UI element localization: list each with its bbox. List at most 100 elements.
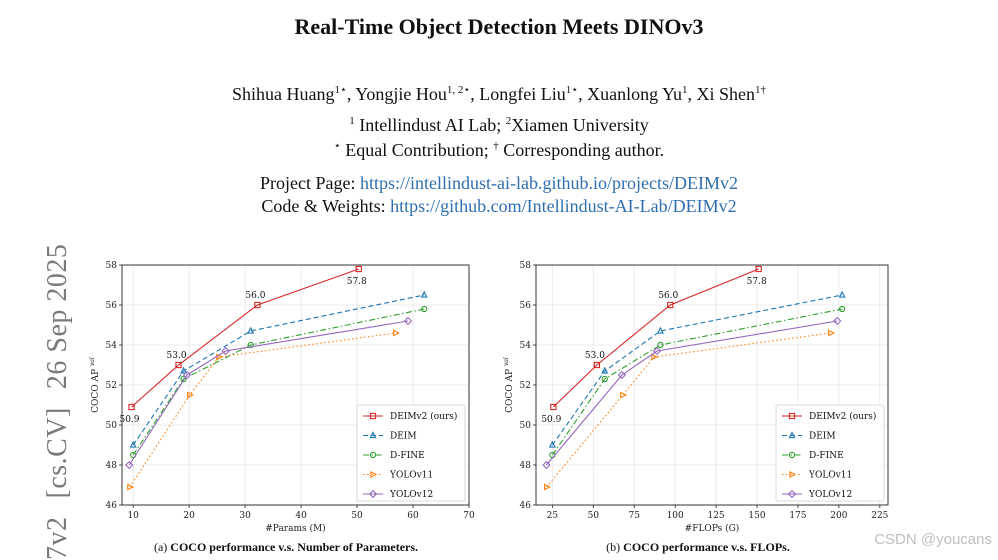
y-axis-label-text: COCO AP xyxy=(505,366,515,413)
affil-text: Xiamen University xyxy=(511,115,649,135)
legend-marker xyxy=(788,412,796,420)
data-point xyxy=(548,440,556,448)
data-label: 57.8 xyxy=(747,277,767,287)
y-tick-label: 46 xyxy=(106,501,118,511)
code-label: Code & Weights: xyxy=(261,196,391,216)
data-point xyxy=(393,329,401,337)
data-point xyxy=(601,366,609,374)
x-tick-label: 10 xyxy=(127,511,139,521)
data-point xyxy=(601,375,608,383)
x-tick-label: 70 xyxy=(463,511,475,521)
legend-entry: DEIMv2 (ours) xyxy=(809,411,876,422)
x-axis-label: #FLOPs (G) xyxy=(685,523,740,534)
affil-sup: 2 xyxy=(505,115,512,127)
author-sup: 1† xyxy=(755,84,766,96)
data-label: 53.0 xyxy=(585,351,605,361)
arxiv-category: [cs.CV] xyxy=(42,407,73,499)
legend-marker xyxy=(370,471,378,478)
author-sup: 1, 2⋆ xyxy=(446,84,471,96)
legend-marker xyxy=(787,489,797,499)
series-line xyxy=(551,308,843,456)
series-line xyxy=(131,268,359,408)
affiliations: 1 Intellindust AI Lab; 2Xiamen Universit… xyxy=(0,115,998,136)
data-label: 50.9 xyxy=(119,415,139,425)
data-point xyxy=(828,329,836,337)
data-point xyxy=(125,460,134,470)
arxiv-stamp: 7v2 [cs.CV] 26 Sep 2025 xyxy=(42,226,74,560)
data-point xyxy=(247,326,255,334)
project-label: Project Page: xyxy=(260,173,360,193)
data-label: 50.9 xyxy=(541,415,561,425)
data-point xyxy=(355,265,362,273)
y-axis-label-sup: val xyxy=(503,357,510,366)
y-tick-label: 48 xyxy=(520,461,532,471)
author-name: Xuanlong Yu xyxy=(587,84,682,104)
data-point xyxy=(182,370,192,380)
y-tick-label: 50 xyxy=(520,421,532,431)
project-page-link[interactable]: https://intellindust-ai-lab.github.io/pr… xyxy=(360,173,738,193)
legend-entry: DEIMv2 (ours) xyxy=(390,411,457,422)
y-tick-label: 52 xyxy=(520,381,531,391)
data-point xyxy=(175,361,182,369)
series-line xyxy=(552,268,759,408)
x-tick-label: 125 xyxy=(707,511,724,521)
data-point xyxy=(839,305,846,313)
legend-box xyxy=(775,404,885,502)
data-point xyxy=(550,403,557,411)
x-tick-label: 175 xyxy=(789,511,806,521)
arxiv-id: 7v2 xyxy=(42,516,73,560)
legend-entry: YOLOv12 xyxy=(808,490,852,500)
author-name: Longfei Liu xyxy=(479,84,566,104)
y-tick-label: 56 xyxy=(520,301,532,311)
legend-entry: D-FINE xyxy=(390,451,425,461)
data-point xyxy=(617,370,627,380)
x-tick-label: 200 xyxy=(830,511,847,521)
note-text: Corresponding author. xyxy=(498,140,665,160)
figure-caption-a: (a) COCO performance v.s. Number of Para… xyxy=(96,540,476,555)
params-chart: 10 20 30 40 50 60 70 46 48 50 52 54 56 58 #Params (M) C… xyxy=(89,261,475,534)
data-point xyxy=(651,353,659,361)
author-name: Yongjie Hou xyxy=(355,84,447,104)
author-sup: 1 xyxy=(682,84,688,96)
code-link[interactable]: https://github.com/Intellindust-AI-Lab/D… xyxy=(390,196,737,216)
data-point xyxy=(221,346,230,356)
legend-marker xyxy=(788,431,796,439)
x-tick-label: 30 xyxy=(239,511,251,521)
x-tick-label: 50 xyxy=(588,511,600,521)
data-point xyxy=(187,391,195,399)
legend-entry: DEIM xyxy=(809,432,836,442)
legend-entry: DEIM xyxy=(390,432,417,442)
author-name: Shihua Huang xyxy=(231,84,335,104)
y-axis-label: COCO AP val xyxy=(89,357,101,413)
y-tick-label: 46 xyxy=(520,501,532,511)
x-tick-label: 20 xyxy=(183,511,195,521)
legend-marker xyxy=(789,471,797,478)
watermark: CSDN @youcans xyxy=(874,531,992,548)
series-line xyxy=(132,294,425,446)
caption-prefix: (a) xyxy=(153,540,171,554)
y-axis-label: COCO AP val xyxy=(503,357,515,413)
x-tick-label: 75 xyxy=(629,511,641,521)
x-tick-label: 25 xyxy=(547,511,559,521)
data-point xyxy=(127,483,135,491)
legend-entry: D-FINE xyxy=(809,451,844,461)
data-point xyxy=(543,483,551,491)
x-tick-label: 100 xyxy=(667,511,684,521)
data-point xyxy=(755,265,762,273)
data-point xyxy=(652,346,662,356)
data-point xyxy=(421,305,428,313)
author-name: Xi Shen xyxy=(696,84,756,104)
legend-entry: YOLOv11 xyxy=(389,471,433,481)
x-axis-label: #Params (M) xyxy=(265,523,325,534)
data-point xyxy=(838,290,846,298)
data-point xyxy=(180,375,187,383)
y-tick-label: 48 xyxy=(106,461,118,471)
y-tick-label: 54 xyxy=(106,341,118,351)
data-point xyxy=(542,460,551,470)
project-page-line: Project Page: https://intellindust-ai-la… xyxy=(0,173,998,194)
y-tick-label: 58 xyxy=(106,261,118,271)
y-tick-label: 52 xyxy=(106,381,117,391)
data-point xyxy=(420,290,428,298)
legend-marker xyxy=(788,451,796,459)
legend-box xyxy=(356,404,466,502)
